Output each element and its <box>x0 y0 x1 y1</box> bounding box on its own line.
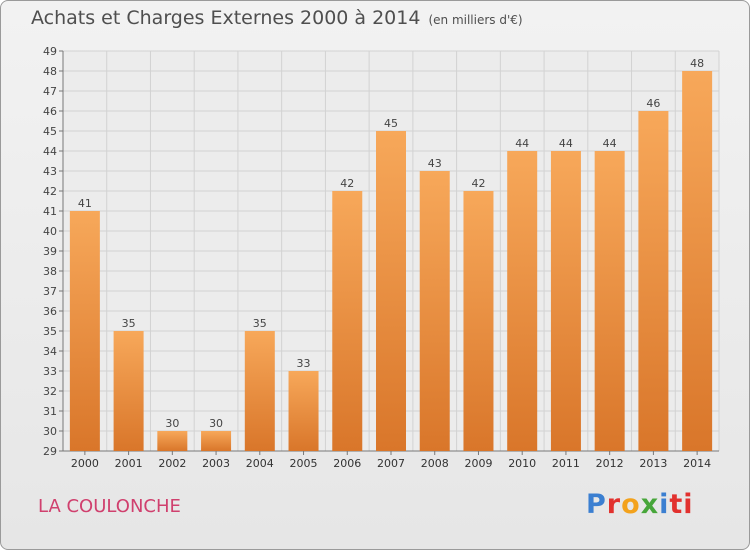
bar-2003 <box>201 431 232 451</box>
x-tick-label: 2003 <box>202 457 230 470</box>
bar-2002 <box>157 431 188 451</box>
y-tick-label: 43 <box>43 165 57 178</box>
value-label: 44 <box>559 137 573 150</box>
y-tick-label: 29 <box>43 445 57 458</box>
y-tick-label: 39 <box>43 245 57 258</box>
labels: 29 30 31 32 33 34 35 36 37 38 39 40 41 42 43 44 45 46 47 48… <box>43 45 711 470</box>
y-tick-label: 42 <box>43 185 57 198</box>
value-label: 30 <box>209 417 223 430</box>
y-tick-label: 44 <box>43 145 57 158</box>
y-tick-label: 49 <box>43 45 57 58</box>
x-tick-label: 2001 <box>115 457 143 470</box>
y-tick-label: 47 <box>43 85 57 98</box>
value-label: 44 <box>603 137 617 150</box>
y-tick-label: 32 <box>43 385 57 398</box>
y-tick-label: 46 <box>43 105 57 118</box>
x-tick-label: 2010 <box>508 457 536 470</box>
bar-2006 <box>332 191 363 451</box>
value-label: 41 <box>78 197 92 210</box>
value-label: 44 <box>515 137 529 150</box>
value-label: 42 <box>340 177 354 190</box>
bars <box>69 71 713 451</box>
bar-2009 <box>463 191 494 451</box>
bar-2010 <box>507 151 538 451</box>
title-unit: (en milliers d'€) <box>428 13 523 27</box>
bar-2014 <box>682 71 713 451</box>
y-tick-label: 30 <box>43 425 57 438</box>
y-tick-label: 33 <box>43 365 57 378</box>
y-tick-label: 48 <box>43 65 57 78</box>
x-tick-label: 2012 <box>596 457 624 470</box>
x-tick-label: 2011 <box>552 457 580 470</box>
value-label: 35 <box>122 317 136 330</box>
y-tick-label: 37 <box>43 285 57 298</box>
x-tick-label: 2007 <box>377 457 405 470</box>
value-label: 43 <box>428 157 442 170</box>
x-tick-label: 2008 <box>421 457 449 470</box>
value-label: 45 <box>384 117 398 130</box>
bar-2007 <box>376 131 406 451</box>
y-tick-label: 40 <box>43 225 57 238</box>
bar-2001 <box>113 331 144 451</box>
bar-2011 <box>550 151 581 451</box>
y-tick-label: 36 <box>43 305 57 318</box>
x-tick-label: 2009 <box>464 457 492 470</box>
x-tick-label: 2005 <box>290 457 318 470</box>
x-tick-label: 2004 <box>246 457 274 470</box>
value-label: 35 <box>253 317 267 330</box>
value-label: 30 <box>165 417 179 430</box>
chart-title: Achats et Charges Externes 2000 à 2014 (e… <box>31 7 523 29</box>
bar-2005 <box>288 371 319 451</box>
x-tick-label: 2014 <box>683 457 711 470</box>
title-text: Achats et Charges Externes 2000 à 2014 <box>31 7 421 29</box>
y-tick-label: 31 <box>43 405 57 418</box>
bar-2004 <box>244 331 275 451</box>
value-label: 33 <box>297 357 311 370</box>
x-tick-label: 2013 <box>639 457 667 470</box>
commune-name: LA COULONCHE <box>38 496 181 517</box>
y-tick-label: 41 <box>43 205 57 218</box>
x-tick-label: 2006 <box>333 457 361 470</box>
bar-2008 <box>419 171 450 451</box>
value-label: 46 <box>646 97 660 110</box>
y-tick-label: 34 <box>43 345 57 358</box>
bar-2012 <box>594 151 625 451</box>
y-tick-label: 35 <box>43 325 57 338</box>
y-tick-label: 38 <box>43 265 57 278</box>
bar-2013 <box>638 111 669 451</box>
x-tick-label: 2002 <box>158 457 186 470</box>
y-tick-label: 45 <box>43 125 57 138</box>
x-tick-label: 2000 <box>71 457 99 470</box>
value-label: 48 <box>690 57 704 70</box>
proxiti-logo: Proxiti <box>586 489 694 520</box>
bar-2000 <box>69 211 100 451</box>
value-label: 42 <box>471 177 485 190</box>
